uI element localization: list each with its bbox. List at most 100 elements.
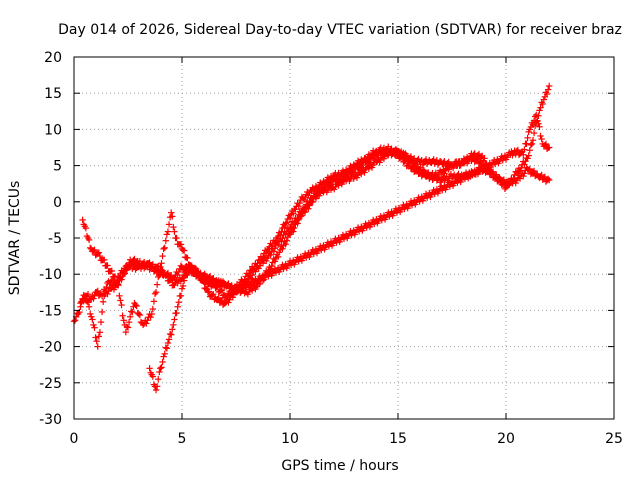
data-point-dense [138,261,146,268]
data-point [178,285,186,292]
data-point-dense [538,135,545,143]
data-point-dense [402,150,409,157]
data-point-dense [271,245,279,252]
data-point-dense [510,174,517,182]
data-point [524,155,531,162]
data-point-dense [529,168,537,176]
data-point-dense [305,205,312,212]
data-point-dense [317,188,324,196]
data-point-dense [301,209,309,216]
grid [74,57,614,419]
data-point-dense [162,344,169,351]
data-point-dense [279,234,286,242]
data-point-dense [180,247,188,254]
data-point-dense [506,181,513,188]
data-point-dense [398,148,405,155]
data-point-dense [177,262,185,269]
data-point-dense [82,224,90,232]
data-point-dense [252,268,259,275]
data-points [70,82,553,394]
data-point-dense [270,248,277,255]
data-point-dense [120,317,127,324]
data-point-dense [161,244,168,252]
data-point-dense [179,282,187,290]
data-point-dense [228,282,235,289]
x-tick-label: 15 [389,431,407,447]
x-axis-title: GPS time / hours [281,458,398,474]
data-point-dense [225,299,232,306]
data-point-dense [267,251,274,259]
data-point-dense [214,283,221,290]
data-point [537,104,544,111]
data-point-dense [530,167,538,175]
data-point-dense [361,169,368,176]
data-point-dense [283,219,290,226]
data-point-dense [523,140,530,148]
data-point-dense [111,273,119,280]
data-point-dense [398,153,405,161]
data-point [157,365,164,372]
data-point-dense [527,141,535,149]
data-point-dense [524,134,531,142]
data-point-dense [509,178,516,185]
data-point-dense [150,298,158,305]
data-point-dense [406,160,414,167]
x-tick-label: 25 [605,431,623,447]
data-point-dense [90,247,97,254]
data-point-dense [413,166,420,173]
data-point-dense [171,228,178,235]
data-point-dense [92,334,99,341]
data-point-dense [139,260,147,267]
data-point-dense [414,165,421,172]
data-point-dense [292,206,299,213]
data-point-dense [535,120,542,127]
data-point-dense [214,295,221,303]
data-point-dense [298,212,306,219]
data-point-dense [80,291,87,299]
data-point-dense [91,246,98,254]
data-point-dense [93,337,100,345]
data-point-dense [160,353,167,360]
data-point-dense [84,299,92,306]
data-point [282,220,289,227]
data-point-dense [158,260,165,267]
data-point-dense [147,313,154,321]
data-point [90,321,97,329]
data-point-dense [166,330,174,338]
data-point-dense [391,147,398,155]
data-point [139,321,147,329]
data-point-dense [476,159,484,166]
data-point-dense [514,146,522,154]
data-point-dense [516,175,524,182]
data-point-dense [173,309,180,317]
data-point-dense [473,156,481,163]
data-point-dense [129,308,136,316]
data-point [492,173,499,180]
data-point-dense [84,291,92,298]
data-point-dense [123,323,131,330]
data-point-dense [153,281,161,288]
data-point [85,303,93,310]
y-tick-label: -15 [39,303,62,319]
data-point-dense [497,176,504,183]
data-point-dense [499,180,506,188]
data-point-dense [160,245,167,253]
y-tick-label: -20 [39,340,62,356]
data-point-dense [169,213,176,220]
data-point [546,82,553,90]
data-point-dense [98,308,106,316]
chart-title: Day 014 of 2026, Sidereal Day-to-day VTE… [58,22,622,38]
data-point-dense [526,147,533,154]
y-tick-label: 20 [44,50,62,66]
data-point-dense [401,158,408,165]
data-point-dense [184,254,191,262]
data-point-dense [213,284,220,291]
data-point-dense [175,299,182,306]
data-point-dense [153,383,161,390]
data-point-dense [95,249,103,256]
y-tick-label: 10 [44,122,62,138]
data-point-dense [162,237,169,244]
data-point-dense [94,287,101,295]
data-point-dense [99,298,107,305]
